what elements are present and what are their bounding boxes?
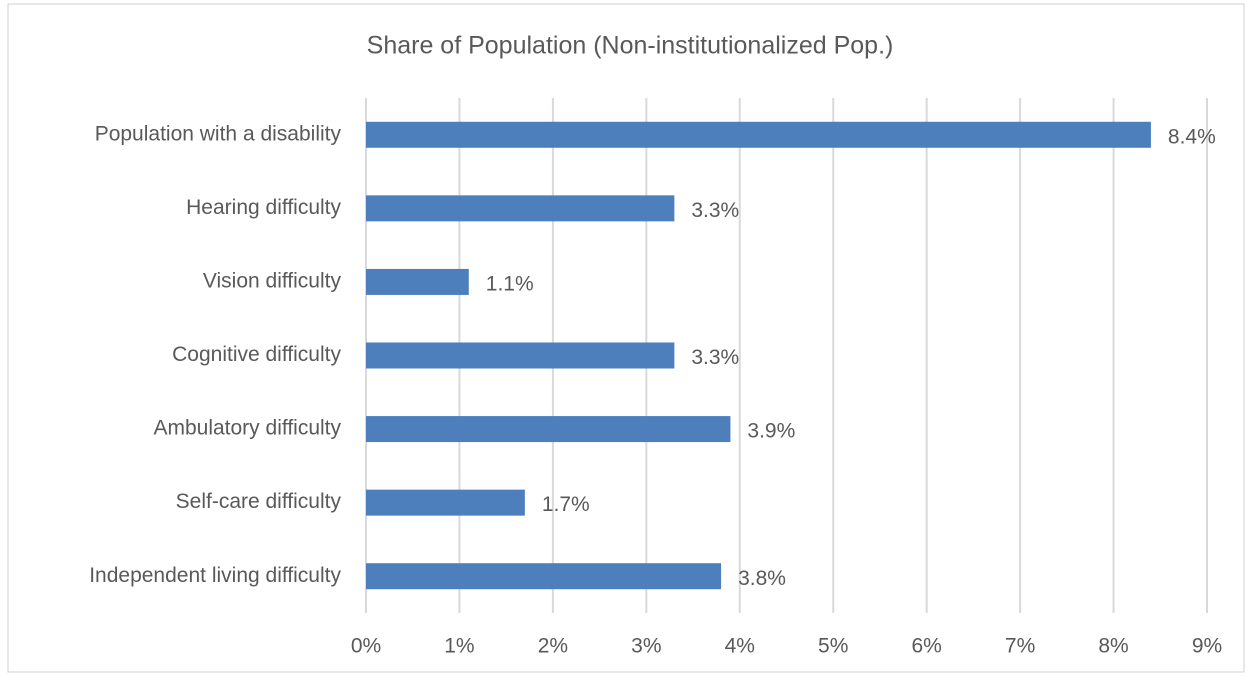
- y-tick-label: Hearing difficulty: [186, 196, 341, 219]
- y-tick-label: Self-care difficulty: [176, 490, 342, 513]
- chart-title: Share of Population (Non-institutionaliz…: [367, 32, 894, 60]
- x-tick-label: 6%: [911, 635, 941, 658]
- data-label: 3.3%: [691, 346, 739, 369]
- x-tick-label: 1%: [444, 635, 474, 658]
- y-tick-label: Population with a disability: [95, 122, 342, 145]
- chart-frame: [7, 3, 1245, 673]
- x-tick-label: 8%: [1098, 635, 1128, 658]
- bar: [366, 563, 722, 590]
- x-tick-label: 5%: [818, 635, 848, 658]
- bar: [366, 489, 525, 516]
- x-tick-label: 4%: [725, 635, 755, 658]
- x-tick-label: 0%: [351, 635, 381, 658]
- data-label: 3.8%: [738, 567, 786, 590]
- y-tick-label: Cognitive difficulty: [172, 343, 341, 366]
- data-label: 1.1%: [486, 272, 534, 295]
- y-tick-label: Ambulatory difficulty: [153, 417, 341, 440]
- bar: [366, 342, 675, 369]
- x-tick-label: 7%: [1005, 635, 1035, 658]
- x-tick-label: 9%: [1192, 635, 1222, 658]
- data-label: 1.7%: [542, 493, 590, 516]
- bar: [366, 195, 675, 222]
- x-tick-label: 2%: [538, 635, 568, 658]
- y-tick-label: Vision difficulty: [203, 269, 342, 292]
- data-label: 3.9%: [747, 420, 795, 443]
- bar: [366, 121, 1151, 148]
- bar: [366, 268, 469, 295]
- data-label: 8.4%: [1168, 125, 1216, 148]
- x-tick-label: 3%: [631, 635, 661, 658]
- data-label: 3.3%: [691, 199, 739, 222]
- bar: [366, 416, 731, 443]
- y-tick-label: Independent living difficulty: [89, 564, 341, 587]
